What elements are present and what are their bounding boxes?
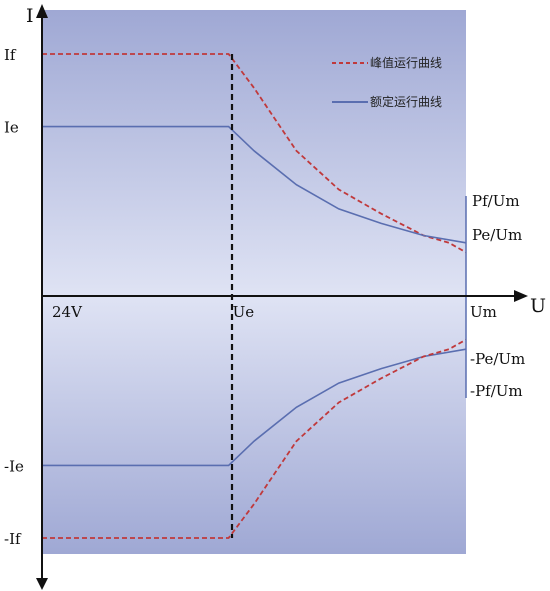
x-axis-label: U	[530, 295, 546, 317]
annotation-neg-pf-um: -Pf/Um	[470, 382, 523, 400]
plot-background-upper	[42, 10, 466, 296]
legend-label-rated: 额定运行曲线	[370, 94, 442, 109]
y-tick-label-0: If	[4, 46, 17, 64]
y-tick-label-1: Ie	[4, 119, 19, 137]
series-layer	[42, 53, 467, 539]
y-axis-arrow	[36, 4, 48, 18]
y-axis-arrow-bottom	[36, 578, 48, 590]
tick-layer: If Ie -Ie -If 24V Ue Um	[4, 46, 497, 548]
series-line-2	[42, 348, 467, 467]
annotation-neg-pe-um: -Pe/Um	[470, 350, 525, 368]
legend: 峰值运行曲线 额定运行曲线	[332, 55, 442, 109]
series-line-0	[42, 53, 467, 254]
x-tick-label-0: 24V	[52, 303, 83, 321]
x-axis-arrow	[514, 290, 528, 302]
y-tick-label-2: -Ie	[4, 457, 24, 475]
legend-label-peak: 峰值运行曲线	[370, 55, 442, 70]
annotation-pe-um: Pe/Um	[472, 226, 522, 244]
x-tick-label-1: Ue	[233, 303, 255, 321]
y-tick-label-3: -If	[4, 530, 22, 548]
plot-background-lower	[42, 296, 466, 554]
annotation-pf-um: Pf/Um	[472, 192, 520, 210]
series-line-3	[42, 338, 467, 539]
series-line-1	[42, 125, 467, 244]
x-tick-label-2: Um	[470, 303, 497, 321]
y-axis-label: I	[26, 5, 34, 27]
